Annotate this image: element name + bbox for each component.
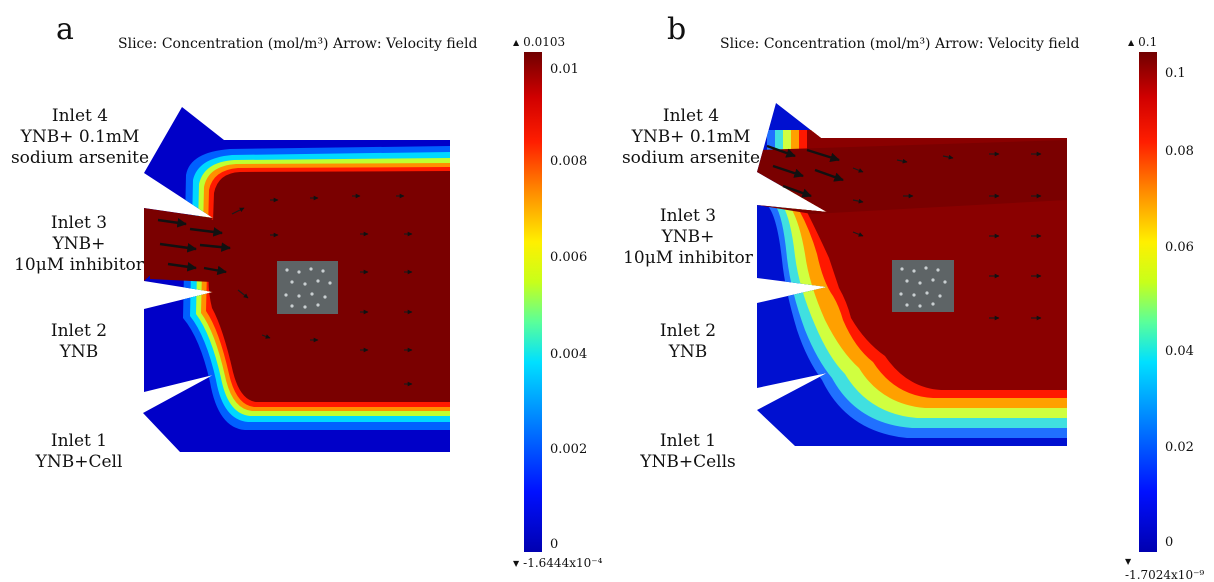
colorbar-tick: 0.1 (1165, 66, 1186, 81)
colorbar-min-label: ▼ -1.7024x10⁻⁹ (1125, 557, 1205, 582)
colorbar-min-label: ▼ -1.6444x10⁻⁴ (513, 556, 603, 570)
inlet-4-label: Inlet 4 YNB+ 0.1mM sodium arsenite (621, 106, 761, 168)
colorbar-gradient (1139, 52, 1157, 552)
slice-title: Slice: Concentration (mol/m³) Arrow: Vel… (720, 36, 1080, 52)
slice-title: Slice: Concentration (mol/m³) Arrow: Vel… (118, 36, 478, 52)
concentration-field (143, 107, 450, 452)
colorbar-tick: 0.02 (1165, 440, 1194, 455)
colorbar-tick: 0 (550, 537, 559, 552)
colorbar-tick: 0 (1165, 535, 1174, 550)
inlet-1-label: Inlet 1 YNB+Cell (35, 431, 123, 472)
panel-a: a Slice: Concentration (mol/m³) Arrow: V… (0, 0, 607, 575)
colorbar: ▲ 0.1 0.1 0.08 0.06 0.04 0.02 0 ▼ -1.7024x… (1125, 32, 1214, 582)
colorbar-tick: 0.08 (1165, 144, 1194, 159)
inlet-4-label: Inlet 4 YNB+ 0.1mM sodium arsenite (10, 106, 150, 168)
colorbar-tick: 0.008 (550, 154, 588, 169)
inlet-2-label: Inlet 2 YNB (50, 321, 108, 362)
colorbar: ▲ 0.0103 0.01 0.008 0.006 0.004 0.002 0 ▼… (510, 32, 607, 572)
colorbar-gradient (524, 52, 542, 552)
inlet-3-label: Inlet 3 YNB+ 10μM inhibitor (623, 206, 753, 268)
colorbar-tick: 0.01 (550, 62, 579, 77)
colorbar-tick: 0.06 (1165, 240, 1194, 255)
colorbar-tick: 0.04 (1165, 344, 1194, 359)
panel-letter: b (667, 12, 687, 47)
concentration-field (757, 103, 1067, 446)
colorbar-max-label: ▲ 0.1 (1128, 35, 1158, 49)
colorbar-tick: 0.002 (550, 442, 588, 457)
colorbar-tick: 0.006 (550, 250, 588, 265)
panel-b: b Slice: Concentration (mol/m³) Arrow: V… (607, 0, 1214, 582)
colorbar-max-label: ▲ 0.0103 (513, 35, 566, 49)
colorbar-tick: 0.004 (550, 347, 588, 362)
panel-letter: a (56, 12, 74, 47)
inlet-1-label: Inlet 1 YNB+Cells (640, 431, 736, 472)
inlet-2-label: Inlet 2 YNB (659, 321, 717, 362)
inlet-3-label: Inlet 3 YNB+ 10μM inhibitor (14, 213, 144, 275)
